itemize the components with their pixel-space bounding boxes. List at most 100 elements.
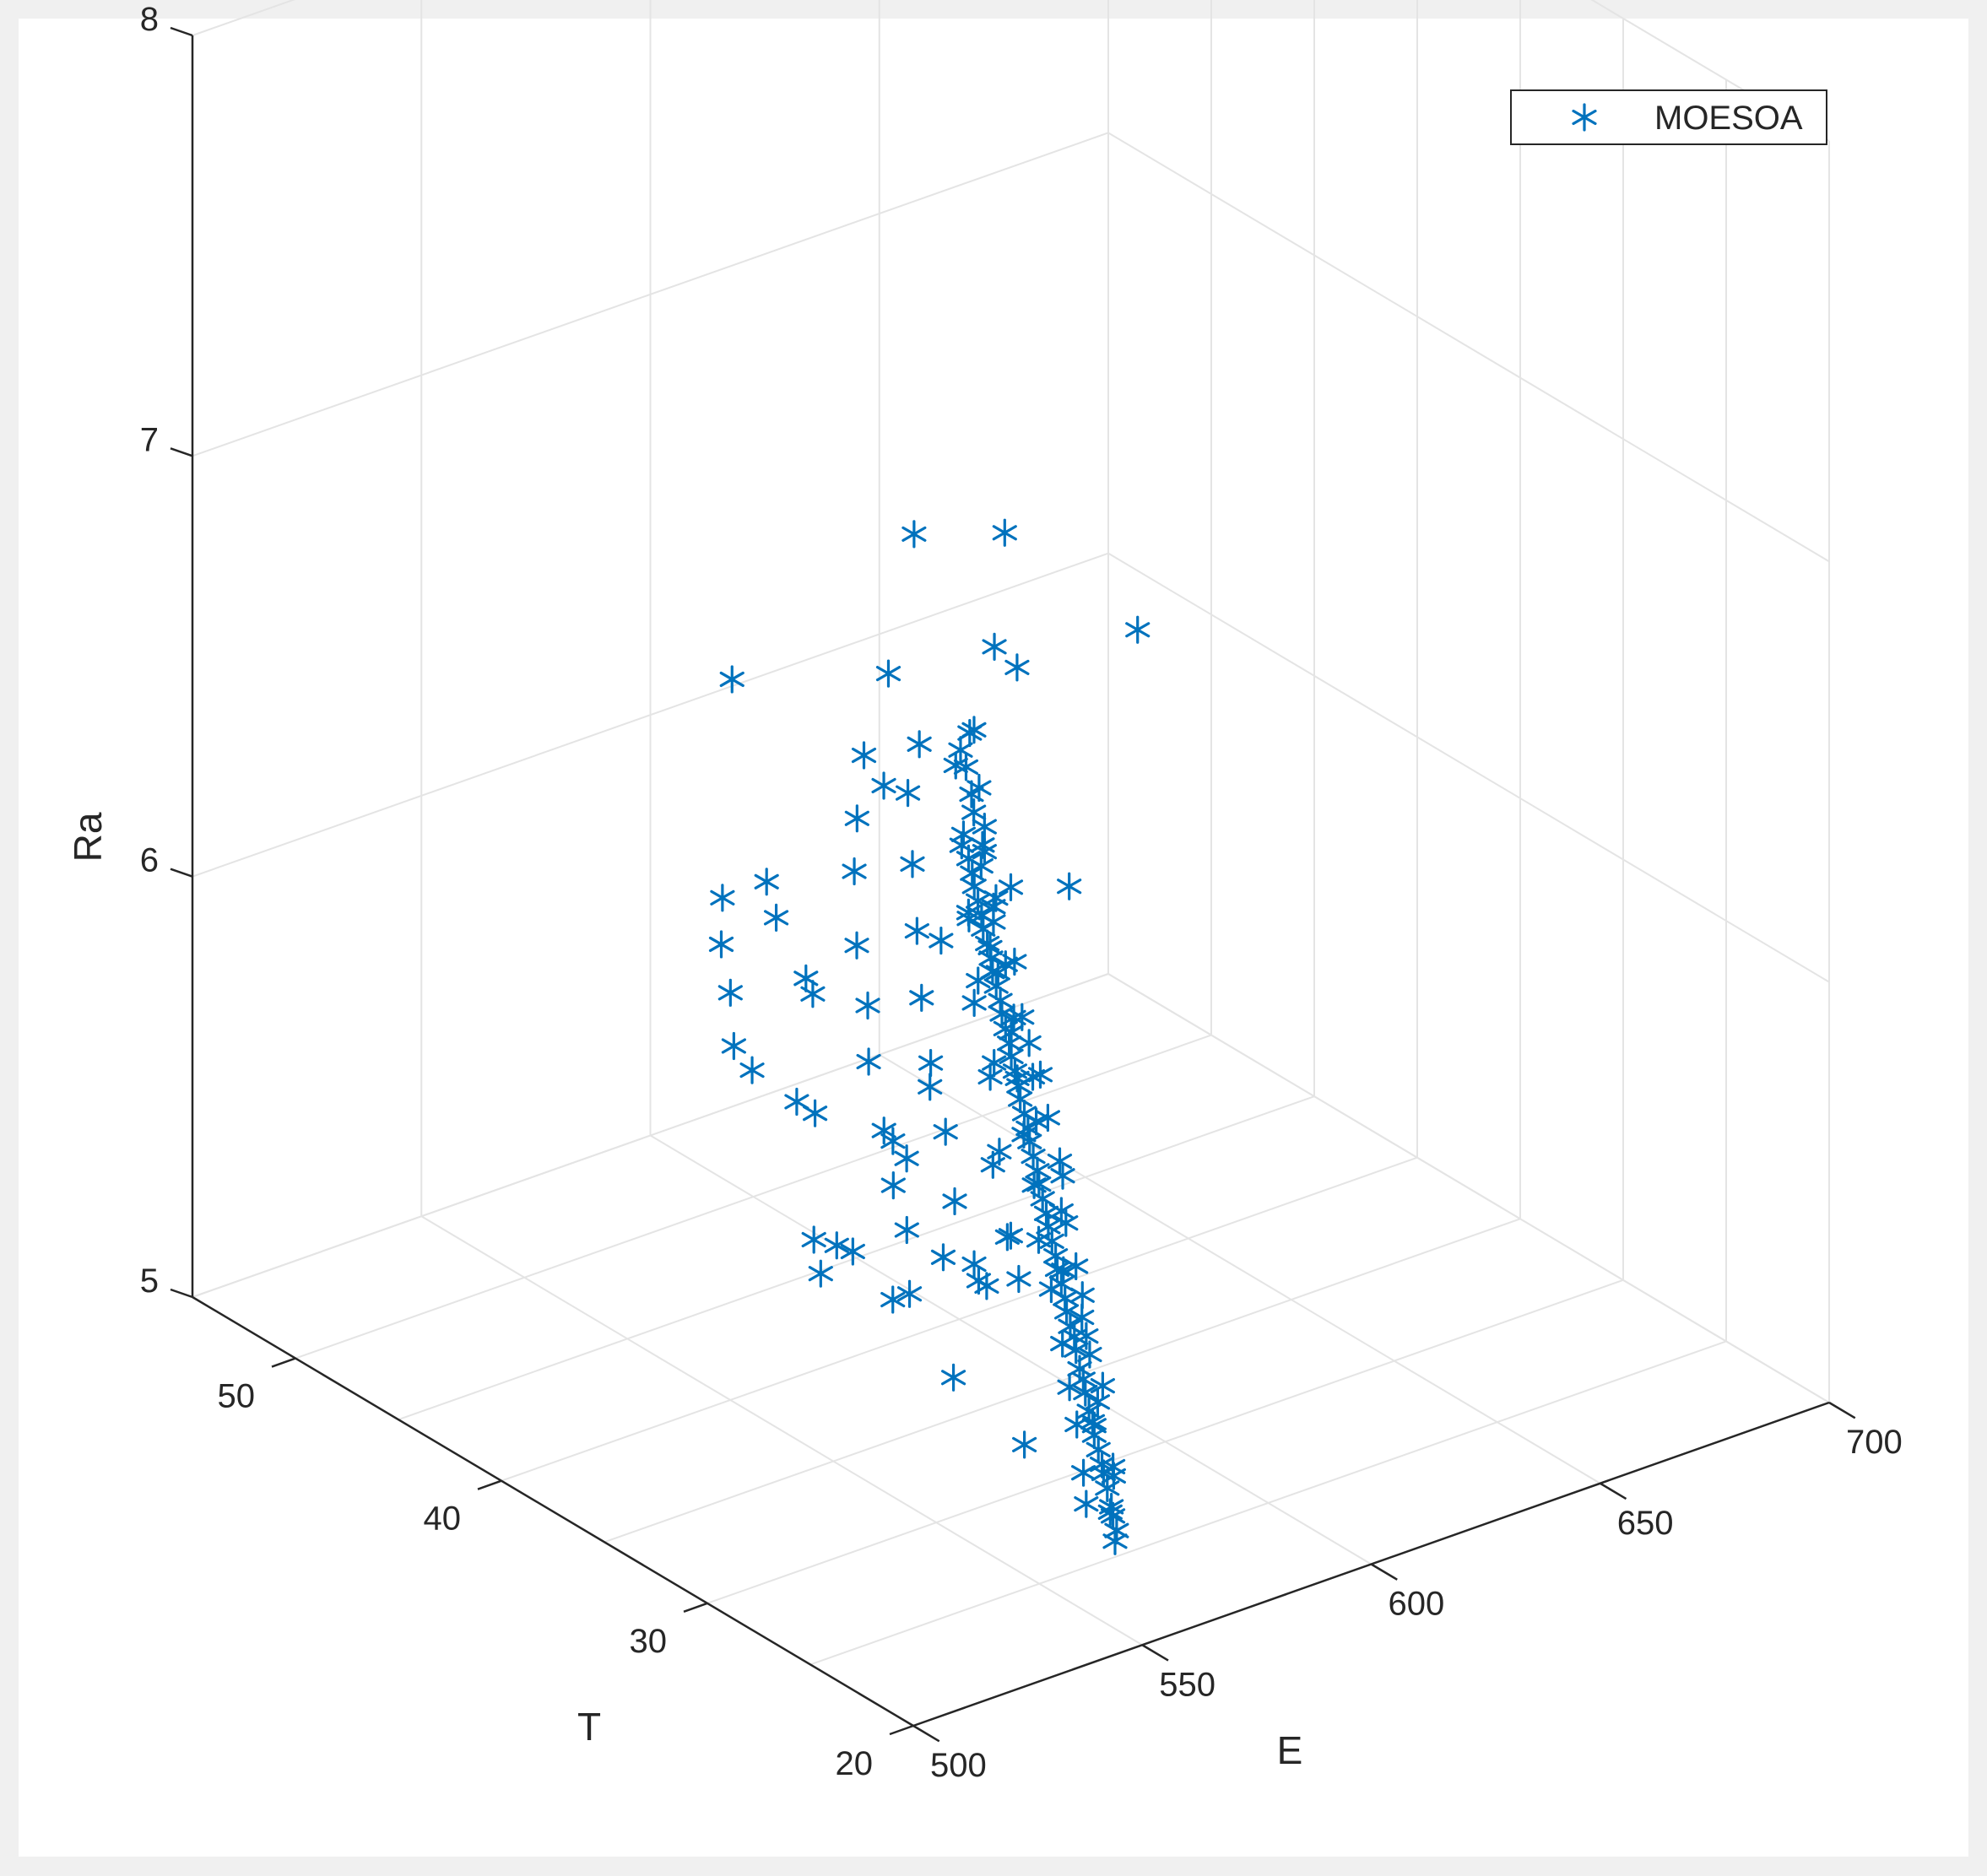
x-tick [1828, 1401, 1856, 1419]
y-tick-label: 30 [630, 1623, 668, 1660]
data-point [1016, 1029, 1042, 1057]
y-tick [271, 1357, 296, 1368]
data-point [998, 873, 1024, 901]
data-point [763, 903, 789, 933]
data-point [966, 1266, 992, 1295]
data-point [961, 1250, 987, 1279]
data-point [1033, 1199, 1059, 1228]
grid-line-floor-x [879, 1053, 1601, 1484]
grid-line-floor-y [295, 1034, 1212, 1360]
y-tick-label: 50 [218, 1378, 256, 1415]
y-axis-label: T [577, 1705, 601, 1749]
data-point [844, 804, 869, 833]
data-point [802, 1099, 828, 1127]
data-point [1057, 872, 1082, 900]
data-point [871, 771, 896, 800]
data-point [982, 632, 1007, 661]
x-tick-label: 500 [930, 1747, 987, 1784]
z-tick-label: 5 [140, 1262, 159, 1300]
data-point [880, 1171, 906, 1200]
data-point [1008, 1084, 1033, 1114]
data-point [918, 1049, 944, 1078]
data-point [1074, 1489, 1099, 1518]
data-points [708, 518, 1151, 1555]
grid-line-floor-y [809, 1340, 1727, 1666]
data-point [983, 971, 1009, 1001]
data-point [977, 933, 1003, 962]
data-point [1021, 1142, 1046, 1170]
data-point [1125, 615, 1151, 644]
grid-line-floor-y [707, 1279, 1624, 1604]
data-point [895, 779, 921, 808]
data-point [968, 851, 994, 880]
data-point [930, 1243, 956, 1272]
data-point [875, 659, 901, 688]
data-point [966, 966, 991, 995]
data-point [992, 518, 1017, 547]
data-point [1090, 1371, 1115, 1400]
x-tick-label: 600 [1389, 1586, 1445, 1623]
data-point [871, 1116, 896, 1145]
y-tick [889, 1724, 914, 1736]
data-point [894, 1215, 919, 1245]
data-point [842, 857, 867, 886]
data-point [855, 991, 880, 1020]
data-point [900, 850, 925, 879]
grid-line-back-z [192, 552, 1109, 878]
grid-line-back-z [192, 132, 1109, 457]
legend-marker-icon [1572, 103, 1597, 132]
grid-line-floor-x [649, 1134, 1372, 1565]
data-point [840, 1237, 865, 1266]
data-point [972, 837, 997, 866]
data-point [933, 1117, 958, 1146]
grid-line-side-z [1107, 552, 1830, 983]
grid-line-side-z [1107, 973, 1830, 1403]
data-point [754, 868, 779, 896]
data-point [808, 1259, 833, 1288]
grid-line-floor-y [398, 1095, 1315, 1421]
data-point [949, 831, 974, 860]
tick-marks [170, 26, 1856, 1743]
data-point [717, 978, 743, 1007]
data-point [739, 1056, 765, 1084]
data-point [1023, 1107, 1049, 1136]
data-point [1057, 1373, 1082, 1402]
x-tick-label: 550 [1159, 1666, 1215, 1703]
y-tick [683, 1602, 708, 1614]
data-point [1006, 1264, 1031, 1294]
data-point [943, 751, 968, 780]
data-point [793, 964, 819, 992]
grid-line-floor-y [604, 1218, 1521, 1544]
data-point [896, 1279, 923, 1308]
data-point [959, 780, 984, 808]
grid-line-floor-x [420, 1215, 1143, 1646]
data-point [880, 1285, 906, 1314]
data-point [1004, 653, 1030, 682]
data-point [1054, 1297, 1080, 1326]
x-tick [1141, 1644, 1169, 1662]
x-tick [912, 1724, 940, 1743]
x-tick [1370, 1563, 1398, 1581]
data-point [1011, 1120, 1037, 1149]
data-point [1086, 1435, 1111, 1464]
data-point [929, 926, 954, 955]
data-point [856, 1047, 881, 1076]
data-point [1085, 1387, 1111, 1416]
data-point [1025, 1156, 1050, 1185]
z-tick-label: 7 [140, 421, 159, 458]
data-point [721, 1031, 746, 1061]
data-point [1100, 1452, 1126, 1481]
data-point [1021, 1170, 1047, 1199]
data-point [1076, 1397, 1102, 1426]
z-tick [170, 868, 193, 878]
data-point [824, 1231, 849, 1260]
data-point [999, 1042, 1024, 1071]
data-point [1074, 1322, 1099, 1350]
data-point [1069, 1303, 1095, 1332]
y-axis-line [192, 1295, 914, 1727]
data-point [907, 730, 932, 759]
data-point [1073, 1378, 1098, 1407]
y-tick-label: 40 [424, 1500, 462, 1538]
data-point [708, 930, 734, 959]
